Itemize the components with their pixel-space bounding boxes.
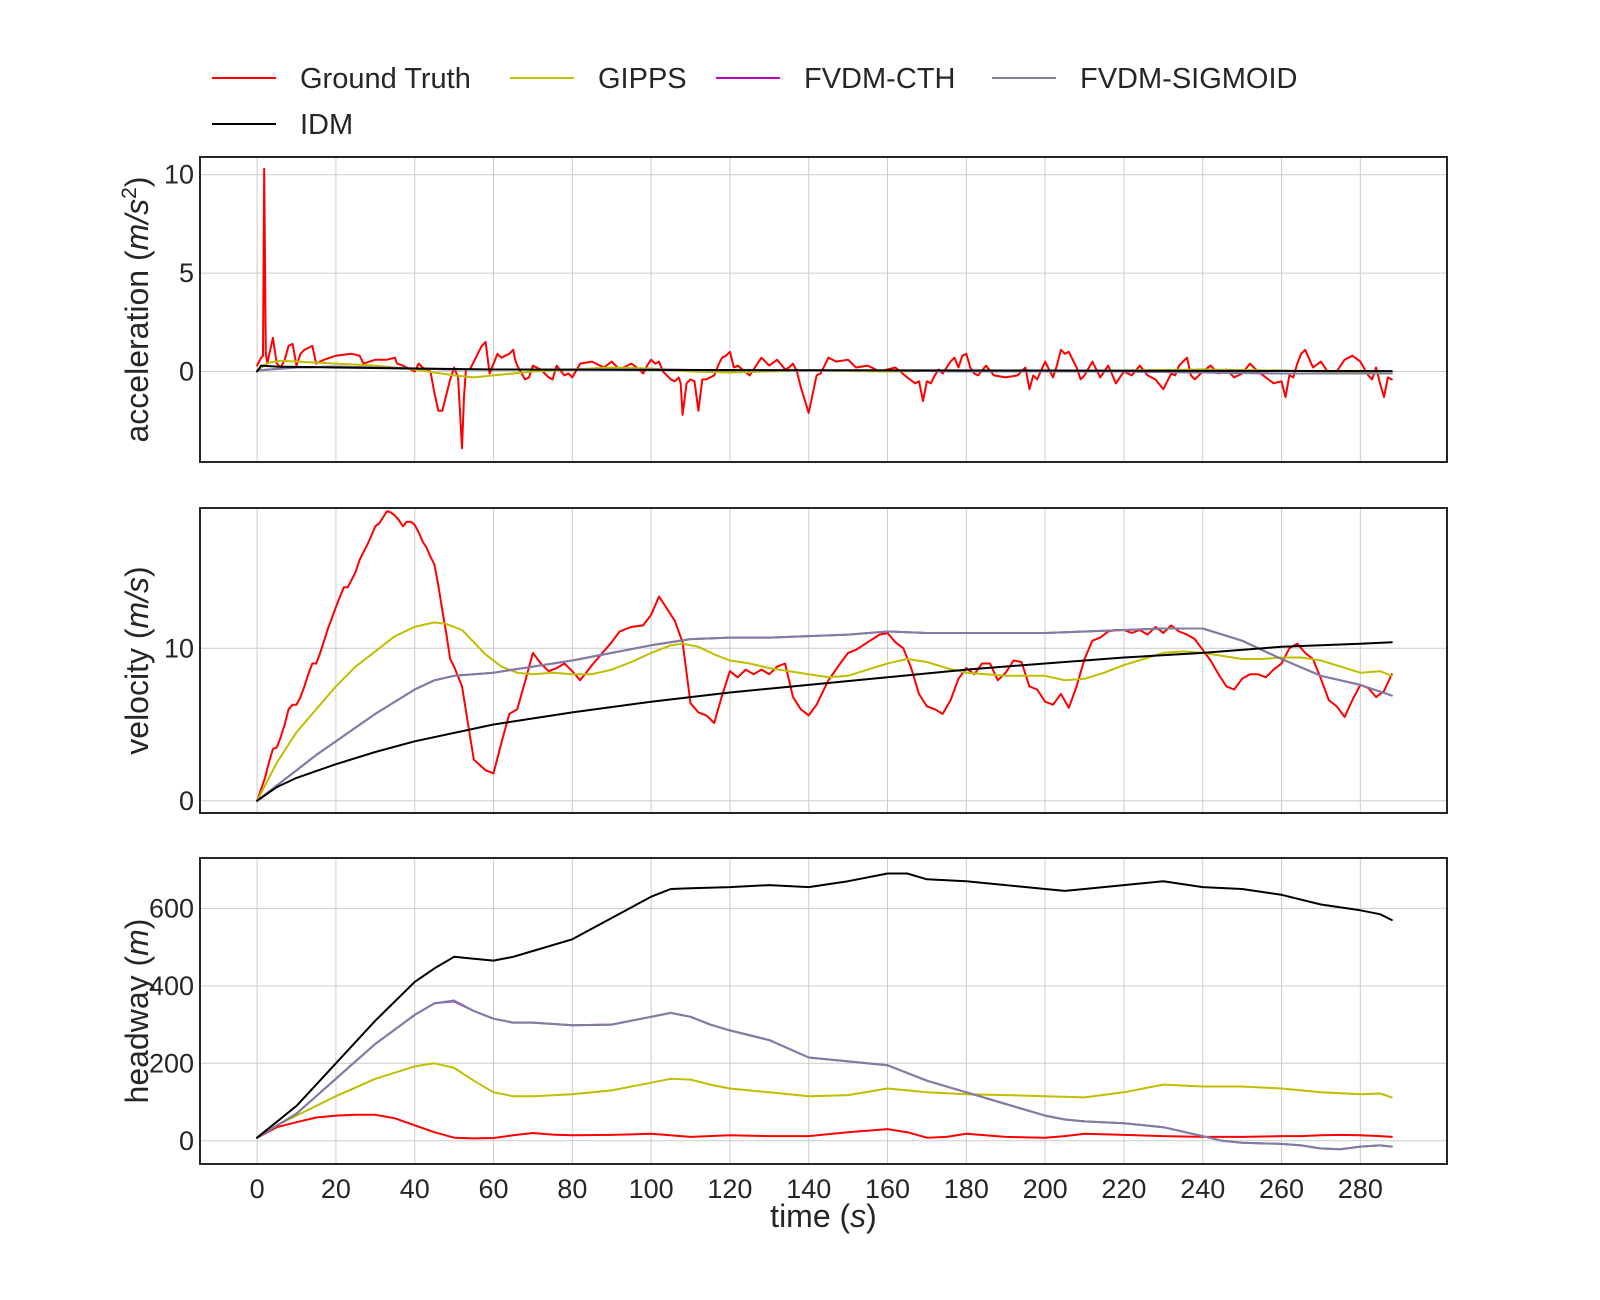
y-axis-label: headway (m): [119, 919, 155, 1104]
x-tick-label: 240: [1180, 1174, 1225, 1204]
plot-frame: [199, 507, 1448, 814]
panel-series: [256, 872, 1393, 1151]
legend-entry-fvdm-sigmoid: FVDM-SIGMOID: [992, 63, 1298, 95]
legend-label: GIPPS: [598, 63, 687, 95]
x-tick-label: 100: [629, 1174, 674, 1204]
x-tick-label: 180: [944, 1174, 989, 1204]
series-line-fvdm-sigmoid: [256, 999, 1393, 1151]
panel-1: 0 5 10 acceleration (m/s2): [118, 156, 1448, 463]
series-line-idm: [256, 641, 1393, 802]
panel-series: [256, 510, 1393, 802]
series-line-ground-truth: [256, 1113, 1393, 1140]
series-line-ground-truth: [256, 510, 1393, 802]
panel-2: 0 10 velocity (m/s): [119, 507, 1448, 816]
series-line-idm: [256, 364, 1393, 373]
y-tick-label: 0: [179, 1126, 194, 1156]
plot-frame: [199, 857, 1448, 1165]
y-tick-label: 5: [179, 258, 194, 288]
x-axis-title: time (s): [770, 1198, 877, 1234]
panel-series: [256, 167, 1393, 450]
series-line-fvdm-cth: [256, 627, 1393, 802]
y-tick-label: 200: [149, 1048, 194, 1078]
y-tick-label: 0: [179, 356, 194, 386]
x-tick-label: 60: [479, 1174, 509, 1204]
legend-label: IDM: [300, 109, 353, 141]
chart-panels: 0 5 10 acceleration (m/s2) 0 10 velocity (m/s)…: [118, 156, 1448, 1204]
x-tick-label: 40: [400, 1174, 430, 1204]
x-tick-label: 80: [557, 1174, 587, 1204]
series-line-fvdm-cth: [256, 1000, 1393, 1151]
legend-entry-gipps: GIPPS: [510, 63, 687, 95]
y-tick-label: 0: [179, 786, 194, 816]
x-tick-label: 200: [1023, 1174, 1068, 1204]
legend-entry-fvdm-cth: FVDM-CTH: [716, 63, 955, 95]
legend-entry-idm: IDM: [212, 109, 353, 141]
legend-label: FVDM-SIGMOID: [1080, 63, 1298, 95]
y-tick-label: 10: [164, 633, 194, 663]
x-tick-label: 120: [707, 1174, 752, 1204]
series-line-ground-truth: [256, 167, 1393, 450]
plot-frame: [199, 156, 1448, 463]
legend-entry-ground-truth: Ground Truth: [212, 63, 471, 95]
series-line-gipps: [256, 621, 1393, 802]
y-axis-label: acceleration (m/s2): [118, 177, 155, 443]
legend-label: Ground Truth: [300, 63, 471, 95]
x-tick-label: 160: [865, 1174, 910, 1204]
x-axis-label: time (s): [770, 1198, 877, 1234]
y-tick-label: 600: [149, 893, 194, 923]
y-tick-label: 10: [164, 160, 194, 190]
y-axis-label: velocity (m/s): [119, 566, 155, 754]
x-tick-label: 280: [1338, 1174, 1383, 1204]
series-line-idm: [256, 872, 1393, 1139]
legend-label: FVDM-CTH: [804, 63, 955, 95]
x-tick-label: 260: [1259, 1174, 1304, 1204]
x-tick-label: 0: [250, 1174, 265, 1204]
chart-legend: Ground Truth GIPPS FVDM-CTH FVDM-SIGMOID IDM: [212, 63, 1298, 141]
series-line-gipps: [256, 1062, 1393, 1139]
x-tick-label: 140: [786, 1174, 831, 1204]
x-tick-label: 220: [1101, 1174, 1146, 1204]
x-tick-label: 20: [321, 1174, 351, 1204]
series-line-fvdm-sigmoid: [256, 627, 1393, 802]
y-tick-label: 400: [149, 971, 194, 1001]
